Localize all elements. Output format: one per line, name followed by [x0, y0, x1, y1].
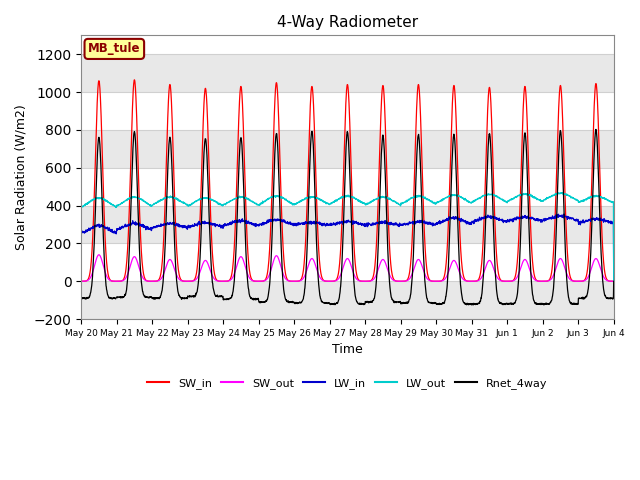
LW_in — [610, 278, 618, 284]
SW_in — [502, 278, 510, 284]
LW_out — [77, 204, 85, 210]
Rnet_4way — [469, 302, 477, 308]
Rnet_4way — [374, 245, 382, 251]
LW_in — [77, 229, 85, 235]
LW_in — [502, 218, 509, 224]
SW_out — [502, 278, 510, 284]
LW_out — [226, 199, 234, 204]
LW_out — [363, 202, 371, 207]
SW_out — [95, 252, 103, 258]
LW_out — [610, 278, 618, 284]
Line: SW_in: SW_in — [81, 80, 614, 281]
Legend: SW_in, SW_out, LW_in, LW_out, Rnet_4way: SW_in, SW_out, LW_in, LW_out, Rnet_4way — [143, 373, 552, 393]
SW_out — [226, 277, 234, 283]
SW_out — [363, 278, 371, 284]
LW_out — [557, 190, 564, 196]
X-axis label: Time: Time — [332, 343, 363, 356]
Rnet_4way — [563, 277, 571, 283]
SW_out — [563, 271, 571, 277]
Bar — [81, 54, 614, 92]
Rnet_4way — [592, 127, 600, 132]
LW_out — [374, 196, 382, 202]
LW_in — [563, 213, 571, 219]
Line: Rnet_4way: Rnet_4way — [81, 130, 614, 305]
LW_out — [563, 192, 571, 198]
SW_out — [77, 278, 85, 284]
SW_in — [610, 278, 618, 284]
SW_in — [363, 278, 371, 284]
LW_out — [502, 199, 509, 204]
SW_in — [226, 277, 234, 283]
Rnet_4way — [578, 295, 586, 300]
SW_in — [131, 77, 138, 83]
SW_in — [578, 278, 586, 284]
Rnet_4way — [610, 278, 618, 284]
Rnet_4way — [226, 295, 234, 301]
Y-axis label: Solar Radiation (W/m2): Solar Radiation (W/m2) — [15, 104, 28, 250]
Line: LW_in: LW_in — [81, 214, 614, 281]
Line: LW_out: LW_out — [81, 193, 614, 281]
SW_in — [374, 192, 382, 198]
SW_out — [610, 278, 618, 284]
LW_out — [578, 198, 586, 204]
Bar — [81, 205, 614, 243]
SW_out — [578, 278, 586, 284]
SW_out — [374, 266, 382, 272]
Rnet_4way — [363, 299, 371, 304]
Title: 4-Way Radiometer: 4-Way Radiometer — [277, 15, 418, 30]
LW_in — [374, 220, 382, 226]
Rnet_4way — [502, 300, 510, 306]
LW_in — [226, 220, 234, 226]
Rnet_4way — [77, 295, 85, 301]
Bar — [81, 281, 614, 319]
LW_in — [363, 220, 371, 226]
LW_in — [578, 220, 586, 226]
SW_in — [77, 278, 85, 284]
SW_in — [563, 240, 571, 245]
Text: MB_tule: MB_tule — [88, 42, 141, 55]
LW_in — [560, 211, 568, 217]
Bar — [81, 130, 614, 168]
Line: SW_out: SW_out — [81, 255, 614, 281]
